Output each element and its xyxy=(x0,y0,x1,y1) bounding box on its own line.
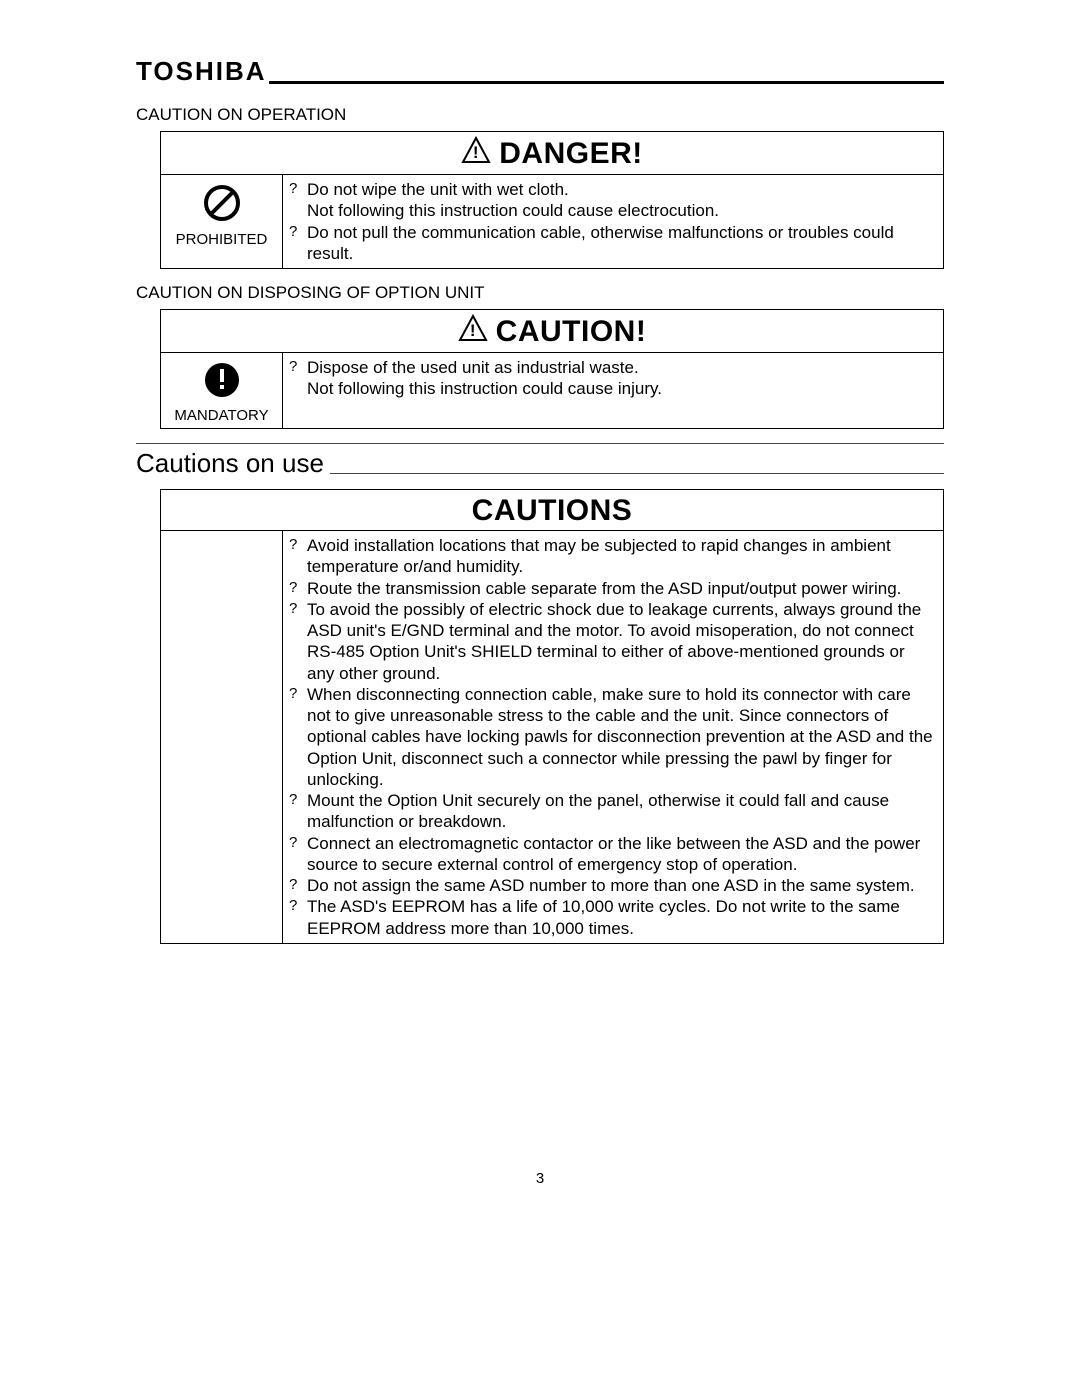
cautions-header-text: CAUTIONS xyxy=(472,494,633,528)
prohibited-icon xyxy=(202,183,242,227)
cautions-use-rule-top xyxy=(136,443,944,444)
cautions-use-rule-bottom xyxy=(330,473,944,474)
caution-content: ? Dispose of the used unit as industrial… xyxy=(283,353,943,428)
use-item-2: To avoid the possibly of electric shock … xyxy=(307,599,935,684)
prohibited-label: PROHIBITED xyxy=(176,231,268,248)
cautions-header: CAUTIONS xyxy=(161,490,943,531)
warning-triangle-icon: ! xyxy=(458,314,488,350)
danger-box: ! DANGER! PROHIBITED ? Do not wipe the u… xyxy=(160,131,944,269)
brand-header: TOSHIBA xyxy=(136,56,944,87)
caution-header: ! CAUTION! xyxy=(161,310,943,353)
bullet-marker: ? xyxy=(289,578,307,598)
bullet-marker: ? xyxy=(289,896,307,916)
bullet-marker: ? xyxy=(289,357,307,377)
danger-content: ? Do not wipe the unit with wet cloth.No… xyxy=(283,175,943,268)
bullet-marker: ? xyxy=(289,790,307,810)
svg-text:!: ! xyxy=(470,321,476,340)
caution-item-0: Dispose of the used unit as industrial w… xyxy=(307,357,935,400)
disposing-section-label: CAUTION ON DISPOSING OF OPTION UNIT xyxy=(136,283,944,303)
brand-logo: TOSHIBA xyxy=(136,56,267,87)
use-item-5: Connect an electromagnetic contactor or … xyxy=(307,833,935,876)
use-item-3: When disconnecting connection cable, mak… xyxy=(307,684,935,790)
brand-rule xyxy=(269,81,944,84)
use-item-4: Mount the Option Unit securely on the pa… xyxy=(307,790,935,833)
operation-section-label: CAUTION ON OPERATION xyxy=(136,105,944,125)
danger-item-1: Do not pull the communication cable, oth… xyxy=(307,222,935,265)
cautions-empty-cell xyxy=(161,531,283,943)
mandatory-icon xyxy=(203,361,241,403)
svg-text:!: ! xyxy=(473,143,479,162)
use-item-7: The ASD's EEPROM has a life of 10,000 wr… xyxy=(307,896,935,939)
mandatory-icon-cell: MANDATORY xyxy=(161,353,283,428)
use-item-6: Do not assign the same ASD number to mor… xyxy=(307,875,935,896)
warning-triangle-icon: ! xyxy=(461,136,491,172)
caution-box: ! CAUTION! MANDATORY ? Dispose xyxy=(160,309,944,429)
mandatory-label: MANDATORY xyxy=(174,407,268,424)
page-number: 3 xyxy=(0,1170,1080,1187)
bullet-marker: ? xyxy=(289,222,307,242)
prohibited-icon-cell: PROHIBITED xyxy=(161,175,283,268)
bullet-marker: ? xyxy=(289,684,307,704)
cautions-box: CAUTIONS ?Avoid installation locations t… xyxy=(160,489,944,944)
bullet-marker: ? xyxy=(289,535,307,555)
bullet-marker: ? xyxy=(289,599,307,619)
bullet-marker: ? xyxy=(289,179,307,199)
use-item-0: Avoid installation locations that may be… xyxy=(307,535,935,578)
bullet-marker: ? xyxy=(289,875,307,895)
danger-item-0: Do not wipe the unit with wet cloth.Not … xyxy=(307,179,935,222)
danger-header: ! DANGER! xyxy=(161,132,943,175)
caution-header-text: CAUTION! xyxy=(496,315,647,349)
danger-header-text: DANGER! xyxy=(499,137,643,171)
bullet-marker: ? xyxy=(289,833,307,853)
cautions-use-title: Cautions on use xyxy=(136,448,330,479)
use-item-1: Route the transmission cable separate fr… xyxy=(307,578,935,599)
cautions-content: ?Avoid installation locations that may b… xyxy=(283,531,943,943)
